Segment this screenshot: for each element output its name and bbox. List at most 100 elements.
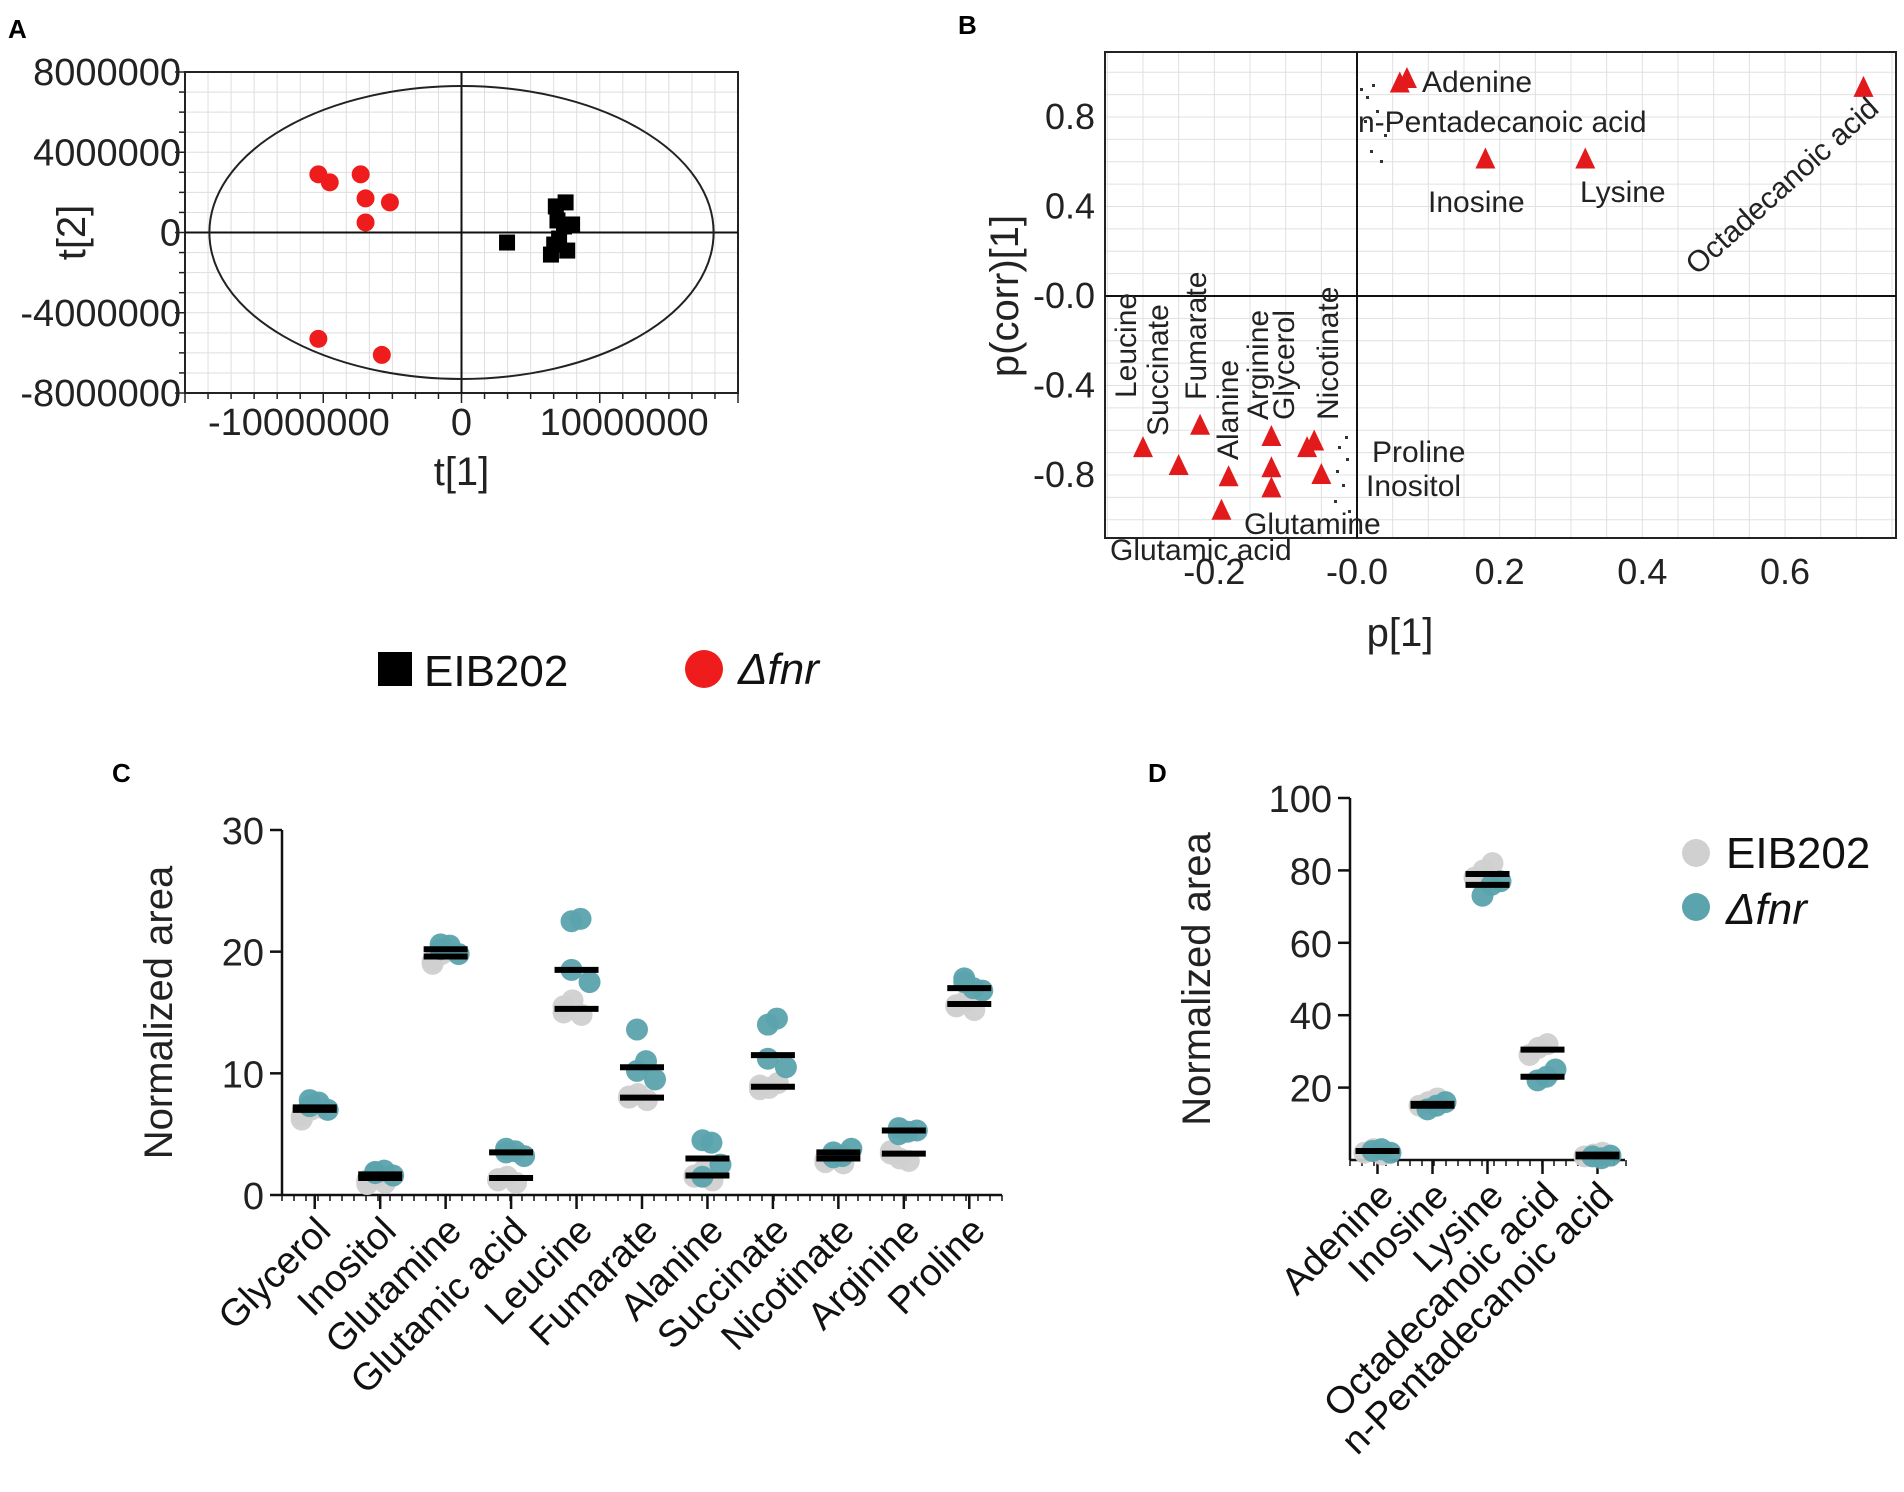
loading-point	[1297, 436, 1318, 458]
y-tick-label: 60	[1290, 924, 1332, 966]
minor-point	[1334, 500, 1337, 503]
point-fnr	[372, 345, 391, 364]
point-fnr	[756, 1047, 779, 1070]
panel-a-score-plot: -10000000 0 10000000 8000000 4000000 0 -400000…	[20, 52, 821, 696]
point-fnr	[765, 1007, 788, 1030]
point-fnr	[495, 1137, 518, 1160]
y-tick-label: -8000000	[20, 373, 181, 415]
point-label: Inositol	[1366, 470, 1461, 503]
minor-point	[1345, 436, 1348, 439]
loading-point	[1475, 147, 1496, 169]
minor-point	[1346, 458, 1349, 461]
y-tick-label: 80	[1290, 851, 1332, 893]
minor-point	[1364, 120, 1367, 123]
y-tick-label: 100	[1269, 779, 1332, 821]
y-tick-label: 8000000	[33, 52, 181, 94]
panel-letter-c: C	[112, 758, 131, 788]
point-eib202	[555, 218, 572, 235]
loading-point	[1311, 463, 1332, 484]
point-label: Glycerol	[1268, 310, 1301, 420]
x-tick-label: 0.4	[1617, 551, 1667, 592]
y-tick-label: 4000000	[33, 132, 181, 174]
x-axis-title: p[1]	[1367, 611, 1434, 655]
legend-swatch-fnr	[1682, 893, 1710, 921]
minor-point	[1336, 470, 1339, 473]
loading-point	[1168, 454, 1189, 476]
y-axis-title: p(corr)[1]	[983, 215, 1027, 377]
minor-point	[1380, 160, 1383, 163]
legend-label-eib202: EIB202	[424, 647, 568, 696]
loading-point	[1261, 424, 1282, 446]
point-eib202	[1481, 852, 1504, 875]
y-tick-label: -4000000	[20, 293, 181, 335]
panel-b-loading-plot: -0.2 -0.0 0.2 0.4 0.6 0.8 0.4 -0.0 -0.4 -0.8 p[1] p…	[983, 51, 1897, 655]
y-tick-label: -0.8	[1033, 454, 1095, 495]
point-eib202	[552, 1001, 575, 1024]
point-eib202	[557, 194, 574, 211]
point-label: Glutamine	[1244, 508, 1381, 541]
x-tick-label: 0	[451, 402, 472, 444]
point-fnr	[320, 173, 339, 192]
x-tick-label: 10000000	[540, 402, 709, 444]
point-eib202	[499, 234, 516, 251]
minor-point	[1338, 446, 1341, 449]
loading-point	[1853, 75, 1874, 97]
point-fnr	[356, 213, 375, 232]
point-label: Leucine	[1110, 293, 1143, 398]
panel-letter-a: A	[8, 14, 27, 44]
loading-point	[1396, 66, 1417, 88]
point-label: Proline	[1372, 436, 1465, 469]
loading-point	[1261, 476, 1282, 498]
y-tick-label: 0	[160, 213, 181, 255]
point-label: Alanine	[1212, 360, 1245, 460]
x-tick-label: -0.2	[1183, 551, 1245, 592]
point-label: Adenine	[1422, 66, 1532, 99]
y-axis-title: Normalized area	[1175, 832, 1219, 1126]
legend-label-fnr: Δfnr	[737, 645, 821, 694]
y-tick-label: -0.4	[1033, 365, 1095, 406]
loading-point	[1261, 456, 1282, 478]
point-fnr	[887, 1123, 910, 1146]
point-label: Glutamic acid	[1110, 534, 1292, 567]
point-fnr	[644, 1068, 666, 1091]
panel-d-dot-plot: 20406080100AdenineInosineLysineOctadecan…	[1175, 779, 1870, 1463]
y-tick-label: 40	[1290, 996, 1332, 1038]
point-label: n-Pentadecanoic acid	[1358, 106, 1647, 139]
point-fnr	[578, 971, 601, 994]
minor-point	[1370, 150, 1373, 153]
point-fnr	[351, 165, 370, 184]
point-fnr	[380, 193, 399, 212]
legend-swatch-eib202	[1682, 839, 1710, 867]
x-tick-label: 0.2	[1475, 551, 1525, 592]
loading-point	[1575, 147, 1596, 169]
point-fnr	[356, 189, 375, 208]
panel-letter-d: D	[1148, 758, 1167, 788]
panel-letter-b: B	[958, 10, 977, 40]
minor-point	[1360, 88, 1363, 91]
point-label: Succinate	[1142, 304, 1175, 436]
point-label: Inosine	[1428, 186, 1525, 219]
minor-point	[1376, 110, 1379, 113]
point-label: Octadecanoic acid	[1680, 92, 1885, 282]
point-fnr	[700, 1131, 723, 1154]
minor-point	[1342, 484, 1345, 487]
minor-point	[1348, 510, 1351, 513]
legend-label-fnr: Δfnr	[1725, 885, 1809, 934]
y-tick-label: 0.8	[1045, 96, 1095, 137]
loading-point	[1190, 413, 1211, 435]
point-fnr	[569, 907, 592, 930]
legend-swatch-eib202	[378, 652, 412, 686]
legend-swatch-fnr	[685, 650, 723, 688]
point-label: Lysine	[1580, 176, 1666, 209]
y-tick-label: 0.4	[1045, 186, 1095, 227]
y-tick-label: 20	[222, 933, 264, 975]
point-fnr	[774, 1056, 797, 1079]
point-fnr	[309, 329, 328, 348]
point-eib202	[559, 242, 576, 259]
point-eib202	[542, 246, 559, 263]
minor-point	[1366, 96, 1369, 99]
y-tick-label: 30	[222, 811, 264, 853]
y-tick-label: 10	[222, 1054, 264, 1096]
loading-point	[1218, 465, 1239, 487]
panel-c-dot-plot: 0102030GlycerolInositolGlutamineGlutamic…	[137, 811, 1003, 1402]
